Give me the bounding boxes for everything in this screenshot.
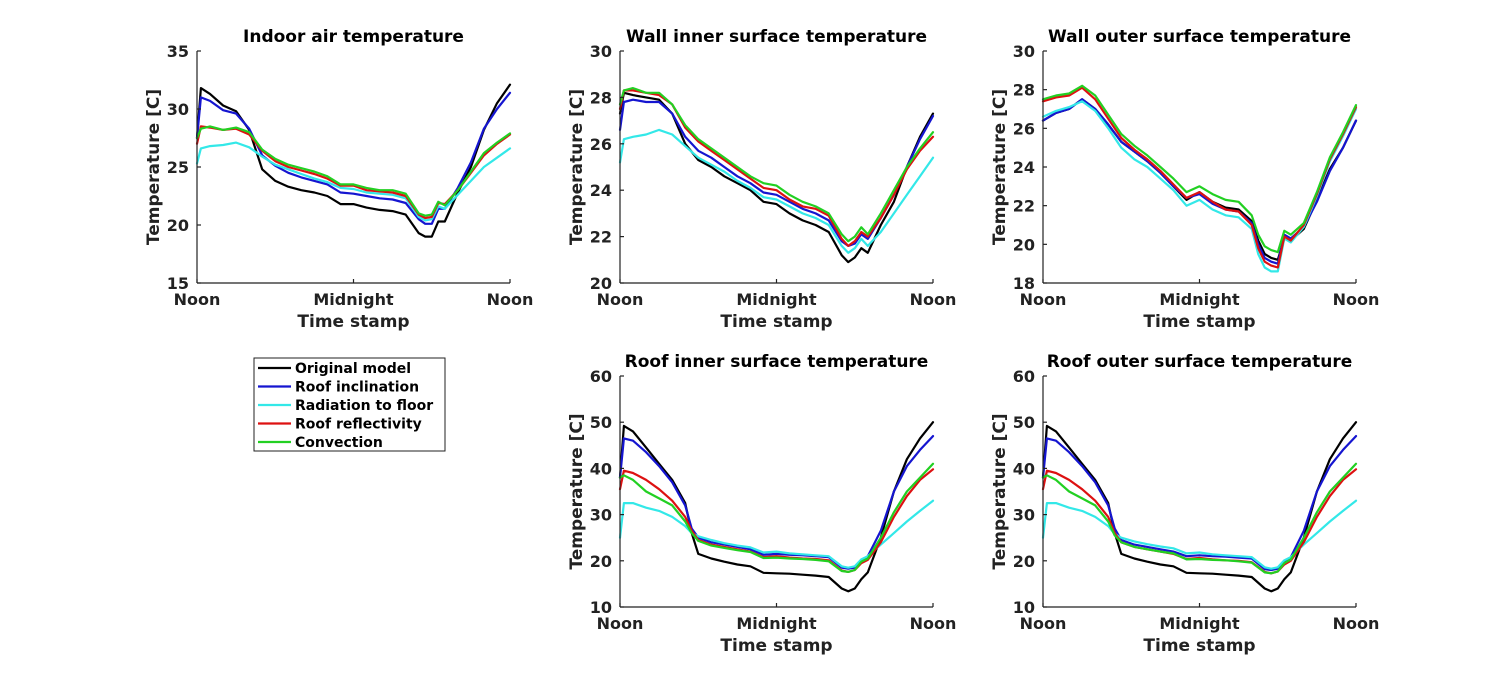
series-line-convection bbox=[618, 462, 935, 573]
series-line-radiation-to-floor bbox=[195, 141, 512, 222]
y-tick-label: 20 bbox=[590, 274, 612, 293]
y-tick-label: 40 bbox=[1013, 459, 1035, 478]
x-axis-label: Time stamp bbox=[720, 636, 832, 656]
y-axis-label: Temperature [C] bbox=[567, 413, 587, 569]
y-tick-label: 10 bbox=[590, 598, 612, 617]
legend-entry: Original model bbox=[295, 361, 411, 377]
x-tick-label: Noon bbox=[1333, 614, 1380, 633]
y-tick-label: 50 bbox=[1013, 413, 1035, 432]
y-tick-label: 22 bbox=[1013, 197, 1035, 216]
series-line-convection bbox=[195, 125, 512, 217]
x-tick-label: Noon bbox=[1333, 290, 1380, 309]
y-tick-label: 30 bbox=[590, 506, 612, 525]
y-axis-label: Temperature [C] bbox=[990, 89, 1010, 245]
legend-entry: Radiation to floor bbox=[295, 398, 433, 414]
y-tick-label: 15 bbox=[167, 274, 189, 293]
legend-entry: Convection bbox=[295, 435, 383, 451]
legend-entry: Roof inclination bbox=[295, 380, 419, 396]
series-line-original-model bbox=[1041, 421, 1358, 593]
y-tick-label: 24 bbox=[1013, 158, 1035, 177]
x-tick-label: Noon bbox=[1020, 290, 1067, 309]
y-tick-label: 26 bbox=[590, 135, 612, 154]
series-line-radiation-to-floor bbox=[1041, 100, 1358, 273]
y-tick-label: 60 bbox=[1013, 367, 1035, 386]
series-line-convection bbox=[618, 87, 935, 243]
chart-title: Roof inner surface temperature bbox=[625, 352, 929, 372]
x-axis-label: Time stamp bbox=[1143, 636, 1255, 656]
series-line-convection bbox=[1041, 84, 1358, 254]
series-line-original-model bbox=[195, 83, 512, 238]
x-tick-label: Midnight bbox=[1159, 614, 1240, 633]
y-tick-label: 18 bbox=[1013, 274, 1035, 293]
y-axis-label: Temperature [C] bbox=[990, 413, 1010, 569]
y-tick-label: 30 bbox=[1013, 42, 1035, 61]
y-tick-label: 20 bbox=[167, 216, 189, 235]
panel-3: 10 20 30 40 50 60 Noon Midnight Noon Roof inner s… bbox=[567, 352, 956, 656]
y-tick-label: 10 bbox=[1013, 598, 1035, 617]
y-axis-label: Temperature [C] bbox=[144, 89, 164, 245]
y-tick-label: 30 bbox=[590, 42, 612, 61]
x-axis-label: Time stamp bbox=[297, 312, 409, 332]
series-line-roof-reflectivity bbox=[1041, 86, 1358, 269]
panel-4: 10 20 30 40 50 60 Noon Midnight Noon Roof outer s… bbox=[990, 352, 1379, 656]
chart-title: Roof outer surface temperature bbox=[1047, 352, 1353, 372]
x-tick-label: Noon bbox=[174, 290, 221, 309]
panel-2: 18 20 22 24 26 28 30 Noon Midnight Noon Wall outer… bbox=[990, 27, 1379, 332]
x-tick-label: Midnight bbox=[736, 290, 817, 309]
panel-0: 15 20 25 30 35 Noon Midnight Noon Indoor air tem… bbox=[144, 27, 533, 332]
series-line-roof-inclination bbox=[618, 435, 935, 570]
series-line-original-model bbox=[618, 421, 935, 593]
y-tick-label: 20 bbox=[590, 552, 612, 571]
x-tick-label: Noon bbox=[597, 614, 644, 633]
panel-1: 20 22 24 26 28 30 Noon Midnight Noon Wall inner s… bbox=[567, 27, 956, 332]
y-tick-label: 24 bbox=[590, 181, 612, 200]
y-tick-label: 35 bbox=[167, 42, 189, 61]
series-line-roof-reflectivity bbox=[618, 89, 935, 247]
series-line-roof-inclination bbox=[1041, 435, 1358, 572]
y-tick-label: 20 bbox=[1013, 552, 1035, 571]
x-tick-label: Noon bbox=[1020, 614, 1067, 633]
x-tick-label: Noon bbox=[487, 290, 534, 309]
y-tick-label: 22 bbox=[590, 228, 612, 247]
x-tick-label: Midnight bbox=[313, 290, 394, 309]
series-line-convection bbox=[1041, 462, 1358, 575]
x-tick-label: Noon bbox=[597, 290, 644, 309]
series-line-roof-inclination bbox=[1041, 98, 1358, 265]
y-tick-label: 20 bbox=[1013, 235, 1035, 254]
y-tick-label: 30 bbox=[1013, 506, 1035, 525]
series-line-original-model bbox=[1041, 98, 1358, 261]
x-tick-label: Midnight bbox=[1159, 290, 1240, 309]
y-tick-label: 28 bbox=[1013, 81, 1035, 100]
series-line-roof-reflectivity bbox=[618, 468, 935, 573]
x-axis-label: Time stamp bbox=[1143, 312, 1255, 332]
legend-entry: Roof reflectivity bbox=[295, 417, 422, 433]
y-tick-label: 26 bbox=[1013, 119, 1035, 138]
y-tick-label: 30 bbox=[167, 100, 189, 119]
y-tick-label: 25 bbox=[167, 158, 189, 177]
y-tick-label: 50 bbox=[590, 413, 612, 432]
x-tick-label: Noon bbox=[910, 290, 957, 309]
x-axis-label: Time stamp bbox=[720, 312, 832, 332]
series-line-original-model bbox=[618, 91, 935, 264]
y-axis-label: Temperature [C] bbox=[567, 89, 587, 245]
series-line-radiation-to-floor bbox=[618, 128, 935, 254]
x-tick-label: Noon bbox=[910, 614, 957, 633]
chart-title: Indoor air temperature bbox=[243, 27, 464, 47]
y-tick-label: 28 bbox=[590, 88, 612, 107]
y-tick-label: 40 bbox=[590, 459, 612, 478]
x-tick-label: Midnight bbox=[736, 614, 817, 633]
chart-title: Wall outer surface temperature bbox=[1048, 27, 1351, 47]
legend: Original model Roof inclination Radiation … bbox=[253, 357, 446, 452]
chart-title: Wall inner surface temperature bbox=[626, 27, 927, 47]
y-tick-label: 60 bbox=[590, 367, 612, 386]
